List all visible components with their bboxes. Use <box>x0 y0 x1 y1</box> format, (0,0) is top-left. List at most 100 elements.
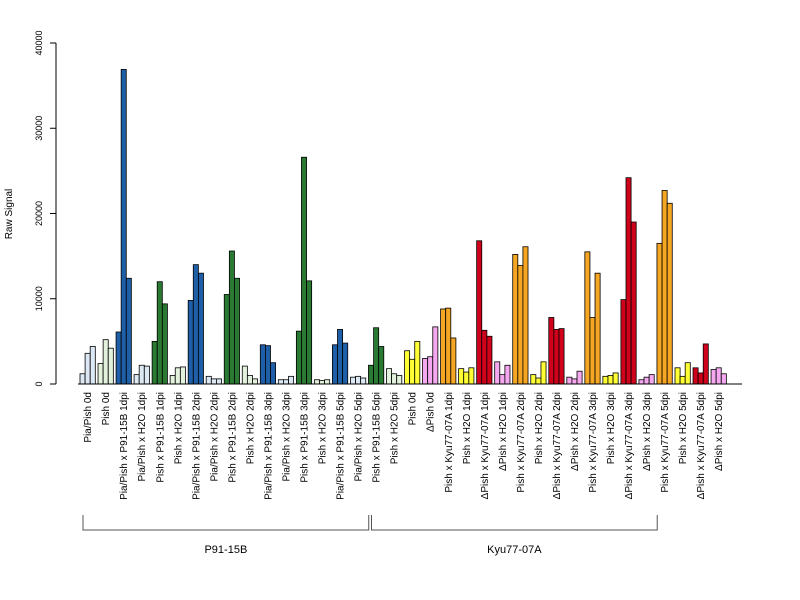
bar <box>504 364 511 385</box>
bar <box>679 375 686 385</box>
category-label: Pish x P91-15B 1dpi <box>155 392 166 483</box>
bar <box>156 281 163 385</box>
bar <box>414 340 421 385</box>
category-label: Pia/Pish x P91-15B 5dpi <box>336 392 347 500</box>
bar <box>197 272 204 385</box>
bar <box>661 190 668 385</box>
bar <box>684 362 691 385</box>
category-label: ΔPish x H2O 1dpi <box>498 392 509 471</box>
bar <box>264 345 271 385</box>
bar <box>187 300 194 385</box>
bar <box>161 303 168 385</box>
bar <box>432 326 439 385</box>
bar <box>571 378 578 385</box>
category-label: Pia/Pish x H2O 3dpi <box>281 392 292 482</box>
bar <box>360 377 367 385</box>
bar <box>440 308 447 385</box>
bar <box>342 342 349 385</box>
bar <box>620 299 627 385</box>
bar <box>548 317 555 385</box>
y-tick-label: 40000 <box>34 30 44 55</box>
bar <box>666 202 673 385</box>
bar <box>468 367 475 385</box>
bar <box>138 364 145 385</box>
category-label: ΔPish x H2O 2dpi <box>570 392 581 471</box>
bar <box>553 329 560 385</box>
bar <box>115 331 122 385</box>
bar <box>692 367 699 385</box>
bar <box>386 368 393 385</box>
bar <box>270 362 276 385</box>
category-label: ΔPish x Kyu77-07A 5dpi <box>696 392 707 499</box>
bar <box>179 366 186 385</box>
bar <box>643 376 650 385</box>
category-label: ΔPish x Kyu77-07A 2dpi <box>552 392 563 499</box>
bar <box>313 379 320 385</box>
y-axis: 0 10000 20000 30000 40000 <box>34 30 57 387</box>
bar <box>602 375 609 385</box>
bar <box>337 329 344 385</box>
bar <box>89 346 96 385</box>
bar <box>486 335 493 385</box>
bar <box>205 375 212 385</box>
bar <box>306 280 313 385</box>
bar <box>125 277 132 385</box>
bar <box>445 307 452 385</box>
bar <box>720 373 727 385</box>
category-label: Pish x Kyu77-07A 3dpi <box>588 392 599 493</box>
category-label: ΔPish 0d <box>426 392 437 432</box>
bar <box>210 378 217 385</box>
category-label: Pish x P91-15B 3dpi <box>300 392 311 483</box>
bar <box>277 379 284 385</box>
bar <box>324 379 331 385</box>
bar <box>79 373 86 385</box>
bar <box>252 378 258 385</box>
category-label: Pia/Pish x P91-15B 3dpi <box>263 392 274 500</box>
bar <box>512 254 519 385</box>
bar <box>697 372 704 385</box>
group-bracket <box>370 515 658 531</box>
y-axis-title: Raw Signal <box>4 189 15 240</box>
bar <box>301 156 307 385</box>
bar <box>120 69 127 385</box>
bar <box>97 363 104 385</box>
bar <box>288 375 295 385</box>
bar <box>283 379 289 385</box>
bar <box>458 368 465 385</box>
category-label: Pia/Pish x P91-15B 2dpi <box>191 392 202 500</box>
bar <box>450 337 457 385</box>
bar <box>355 375 362 385</box>
category-label: Pia/Pish x P91-15B 1dpi <box>119 392 130 500</box>
category-label: Pish x P91-15B 5dpi <box>372 392 383 483</box>
group-label: Kyu77-07A <box>487 544 542 556</box>
bar <box>625 177 632 385</box>
bar <box>378 346 385 385</box>
bar-series <box>79 69 727 385</box>
group-brackets: P91-15B Kyu77-07A <box>82 515 658 556</box>
y-tick-label: 30000 <box>34 116 44 141</box>
bar <box>216 378 222 385</box>
category-label: Pish x Kyu77-07A 1dpi <box>444 392 455 493</box>
bar <box>143 365 150 385</box>
bar <box>350 376 356 385</box>
category-label: Pia/Pish x H2O 2dpi <box>209 392 220 482</box>
bar <box>102 339 109 385</box>
bar <box>535 377 542 385</box>
bar <box>151 340 158 385</box>
bar <box>246 375 253 385</box>
bar <box>409 358 416 385</box>
group-label: P91-15B <box>204 544 247 556</box>
bar <box>648 374 655 385</box>
category-labels: Pia/Pish 0d Pish 0d Pia/Pish x P91-15B 1dp… <box>83 392 725 500</box>
y-tick-label: 20000 <box>34 201 44 226</box>
bar <box>169 375 176 385</box>
category-label: Pia/Pish 0d <box>83 392 94 443</box>
category-label: ΔPish x Kyu77-07A 3dpi <box>624 392 635 499</box>
category-label: Pish x H2O 3dpi <box>318 392 329 464</box>
bar <box>481 329 488 385</box>
category-label: ΔPish x Kyu77-07A 1dpi <box>480 392 491 499</box>
bar <box>499 374 506 385</box>
category-label: Pia/Pish x H2O 5dpi <box>354 392 365 482</box>
bar <box>368 364 374 385</box>
